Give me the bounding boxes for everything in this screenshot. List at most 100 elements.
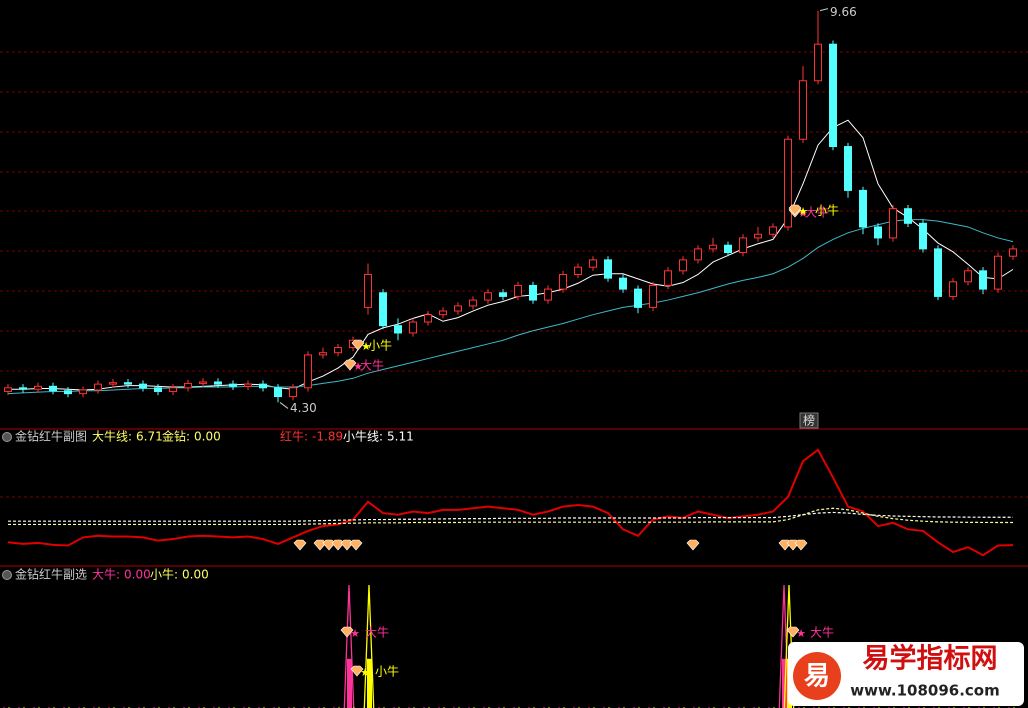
candle-body (109, 382, 117, 385)
candle-body (619, 277, 627, 290)
candle-body (79, 389, 87, 395)
diamond-icon (343, 359, 357, 371)
candle-body (664, 270, 672, 286)
candle-body (499, 292, 507, 297)
candle-body (424, 314, 432, 323)
watermark: 易 易学指标网 www.108096.com (788, 642, 1024, 706)
star-icon: ★ (360, 666, 370, 679)
star-icon: ★ (353, 360, 363, 373)
candle-body (304, 354, 312, 389)
candle-body (199, 381, 207, 384)
field-value: 5.11 (387, 430, 414, 444)
signal-spike (363, 584, 375, 708)
price-label: 4.30 (290, 401, 317, 415)
candle-body (439, 310, 447, 316)
candle-body (559, 273, 567, 290)
candle-body (634, 288, 642, 308)
price-pointer (819, 8, 829, 12)
signal-label: 大牛 (360, 358, 384, 373)
signal-bar (367, 658, 372, 708)
diamond-icon (686, 539, 700, 551)
candle-body (769, 226, 777, 235)
rank-button-label[interactable]: 榜 (803, 413, 815, 428)
diamond-icon (350, 665, 364, 677)
candle-body (454, 305, 462, 312)
price-label: 9.66 (830, 5, 857, 19)
candle-body (994, 255, 1002, 290)
signal-label: 小牛 (368, 338, 392, 353)
candle-body (1009, 248, 1017, 257)
candle-body (814, 43, 822, 82)
diamond-icon (293, 539, 307, 551)
candle-body (964, 270, 972, 283)
candle-body (724, 244, 732, 254)
field-name: 金钻: (162, 429, 190, 444)
candle-body (544, 288, 552, 301)
candle-body (754, 233, 762, 239)
candle-body (889, 208, 897, 239)
watermark-logo (793, 652, 841, 700)
candle-body (289, 387, 297, 398)
candle-body (694, 248, 702, 261)
candle-body (259, 383, 267, 389)
collapse-icon (2, 432, 12, 442)
star-icon: ★ (798, 205, 808, 218)
signal-label: 大牛 (805, 205, 829, 220)
candle-body (919, 222, 927, 250)
candle-body (904, 208, 912, 224)
signal-label: 小牛 (375, 664, 399, 679)
field-value: -1.89 (312, 430, 343, 444)
candle-body (949, 281, 957, 297)
field-value: 0.00 (124, 568, 151, 582)
candle-body (154, 387, 162, 392)
watermark-box (788, 642, 1024, 706)
candle-body (214, 381, 222, 385)
candle-body (169, 387, 177, 392)
field-value: 0.00 (194, 430, 221, 444)
collapse-icon (2, 570, 12, 580)
candle-body (184, 382, 192, 389)
star-icon: ★ (798, 207, 808, 220)
diamond-icon (351, 339, 365, 351)
candle-body (934, 248, 942, 297)
field-name: 小牛线: (343, 429, 383, 444)
candle-body (874, 226, 882, 239)
diamond-icon (794, 539, 808, 551)
field-name: 红牛: (280, 429, 308, 444)
candle-body (49, 385, 57, 392)
candle-body (274, 387, 282, 398)
star-icon: ★ (796, 627, 806, 640)
panel-title: 金钻红牛副选 (15, 567, 87, 582)
watermark-name: 易学指标网 (863, 643, 998, 675)
diamond-icon (786, 626, 800, 638)
signal-label: 大牛 (810, 625, 834, 640)
field-name: 小牛: (150, 567, 178, 582)
candle-body (679, 259, 687, 272)
candle-body (94, 383, 102, 391)
candle-body (649, 284, 657, 308)
candle-body (409, 321, 417, 334)
candle-body (829, 43, 837, 148)
candle-body (229, 383, 237, 387)
signal-bar (782, 658, 787, 708)
candle-body (529, 284, 537, 301)
price-pointer (279, 402, 289, 409)
candle-body (589, 259, 597, 268)
rank-button[interactable] (799, 412, 819, 429)
candle-body (34, 385, 42, 390)
candle-body (469, 299, 477, 307)
diamond-icon (349, 539, 363, 551)
moving-average (8, 119, 1014, 391)
signal-spike (343, 584, 355, 708)
signal-label: 小牛 (815, 203, 839, 218)
candle-body (979, 270, 987, 290)
indicator-line (8, 507, 1013, 526)
watermark-url: www.108096.com (850, 682, 999, 700)
candle-body (799, 80, 807, 140)
candle-body (604, 259, 612, 279)
candle-body (19, 387, 27, 390)
star-icon: ★ (361, 340, 371, 353)
candle-body (379, 292, 387, 327)
